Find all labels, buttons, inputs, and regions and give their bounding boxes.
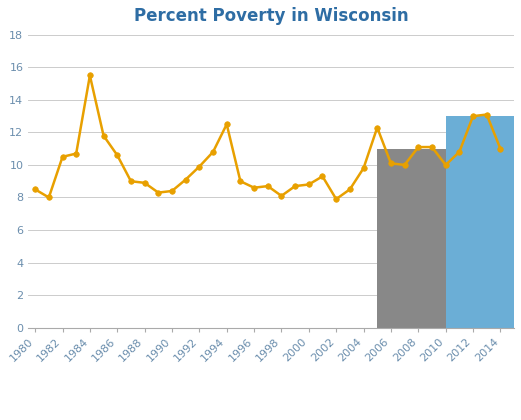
- Bar: [445, 116, 514, 328]
- Bar: [377, 149, 445, 328]
- Title: Percent Poverty in Wisconsin: Percent Poverty in Wisconsin: [134, 7, 408, 25]
